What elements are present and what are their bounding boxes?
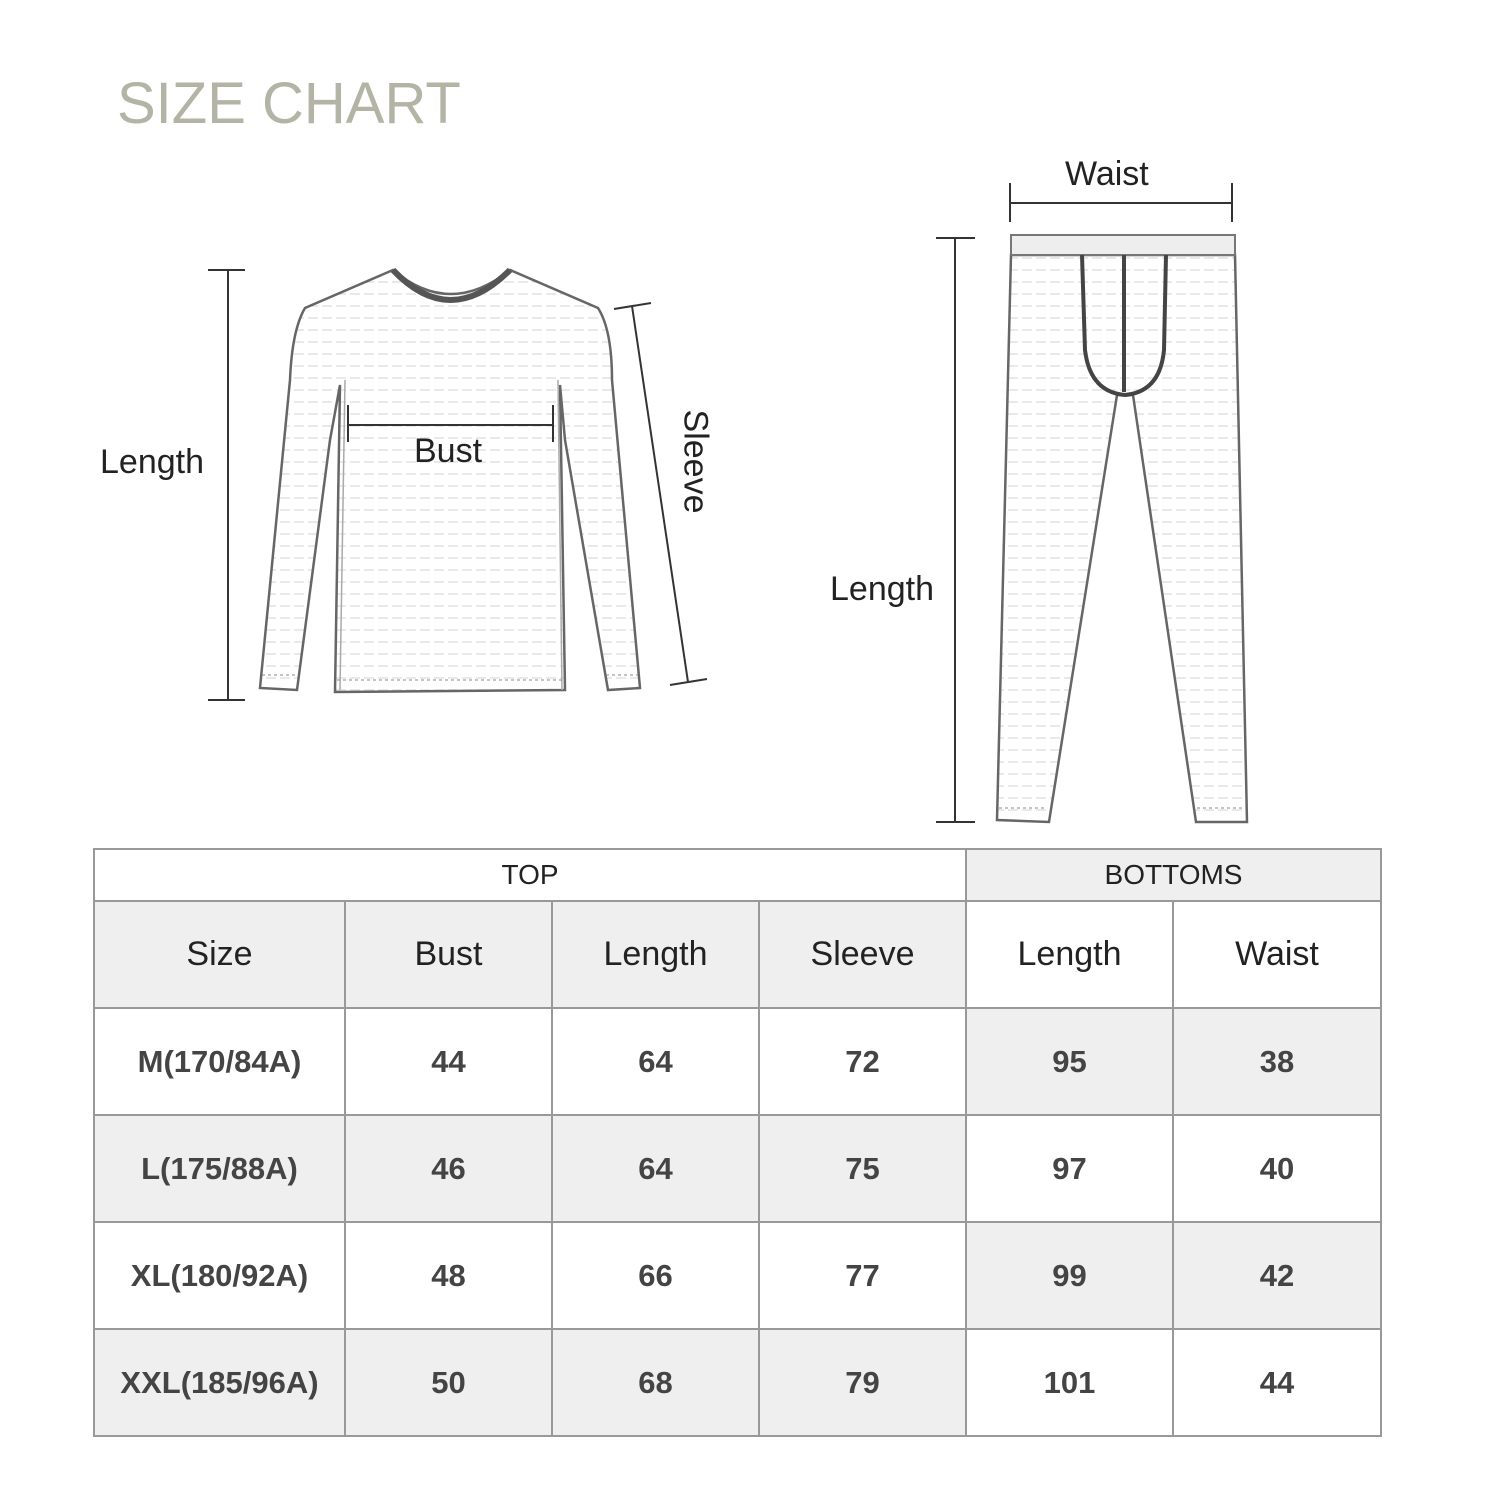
cell-top-length: 66 <box>551 1221 760 1330</box>
table-row: XXL(185/96A) 50 68 79 101 44 <box>93 1328 1382 1437</box>
pants-illustration <box>995 234 1249 824</box>
waist-dimension <box>1009 183 1233 222</box>
table-row: L(175/88A) 46 64 75 97 40 <box>93 1114 1382 1223</box>
bottom-length-label: Length <box>830 570 934 608</box>
cell-waist: 40 <box>1172 1114 1382 1223</box>
cell-size: XXL(185/96A) <box>93 1328 346 1437</box>
header-bust: Bust <box>344 900 553 1009</box>
cell-bust: 48 <box>344 1221 553 1330</box>
shirt-illustration <box>258 267 642 694</box>
header-sleeve: Sleeve <box>758 900 967 1009</box>
header-bottom-length: Length <box>965 900 1174 1009</box>
waist-label: Waist <box>1065 155 1149 193</box>
sleeve-label: Sleeve <box>676 409 715 514</box>
cell-top-length: 68 <box>551 1328 760 1437</box>
bust-dimension <box>347 405 554 442</box>
group-top: TOP <box>93 848 967 902</box>
cell-sleeve: 77 <box>758 1221 967 1330</box>
header-top-length: Length <box>551 900 760 1009</box>
bottom-length-dimension <box>936 237 975 823</box>
cell-top-length: 64 <box>551 1114 760 1223</box>
header-waist: Waist <box>1172 900 1382 1009</box>
cell-size: M(170/84A) <box>93 1007 346 1116</box>
table-row: XL(180/92A) 48 66 77 99 42 <box>93 1221 1382 1330</box>
cell-bottom-length: 95 <box>965 1007 1174 1116</box>
cell-bust: 50 <box>344 1328 553 1437</box>
header-size: Size <box>93 900 346 1009</box>
cell-waist: 44 <box>1172 1328 1382 1437</box>
cell-bust: 44 <box>344 1007 553 1116</box>
page-title: SIZE CHART <box>117 71 461 136</box>
cell-sleeve: 72 <box>758 1007 967 1116</box>
cell-bottom-length: 101 <box>965 1328 1174 1437</box>
bust-label: Bust <box>414 432 483 470</box>
top-length-label: Length <box>100 443 204 481</box>
sleeve-dimension <box>613 302 708 686</box>
cell-waist: 42 <box>1172 1221 1382 1330</box>
table-row: M(170/84A) 44 64 72 95 38 <box>93 1007 1382 1116</box>
cell-top-length: 64 <box>551 1007 760 1116</box>
cell-size: XL(180/92A) <box>93 1221 346 1330</box>
cell-bottom-length: 99 <box>965 1221 1174 1330</box>
group-header-row: TOP BOTTOMS <box>93 848 1382 902</box>
column-header-row: Size Bust Length Sleeve Length Waist <box>93 900 1382 1009</box>
cell-bust: 46 <box>344 1114 553 1223</box>
top-length-dimension <box>208 269 245 701</box>
cell-bottom-length: 97 <box>965 1114 1174 1223</box>
size-table: TOP BOTTOMS Size Bust Length Sleeve Leng… <box>93 848 1382 1437</box>
cell-size: L(175/88A) <box>93 1114 346 1223</box>
cell-sleeve: 79 <box>758 1328 967 1437</box>
cell-waist: 38 <box>1172 1007 1382 1116</box>
cell-sleeve: 75 <box>758 1114 967 1223</box>
garment-diagrams <box>208 183 1249 824</box>
group-bottoms: BOTTOMS <box>965 848 1382 902</box>
